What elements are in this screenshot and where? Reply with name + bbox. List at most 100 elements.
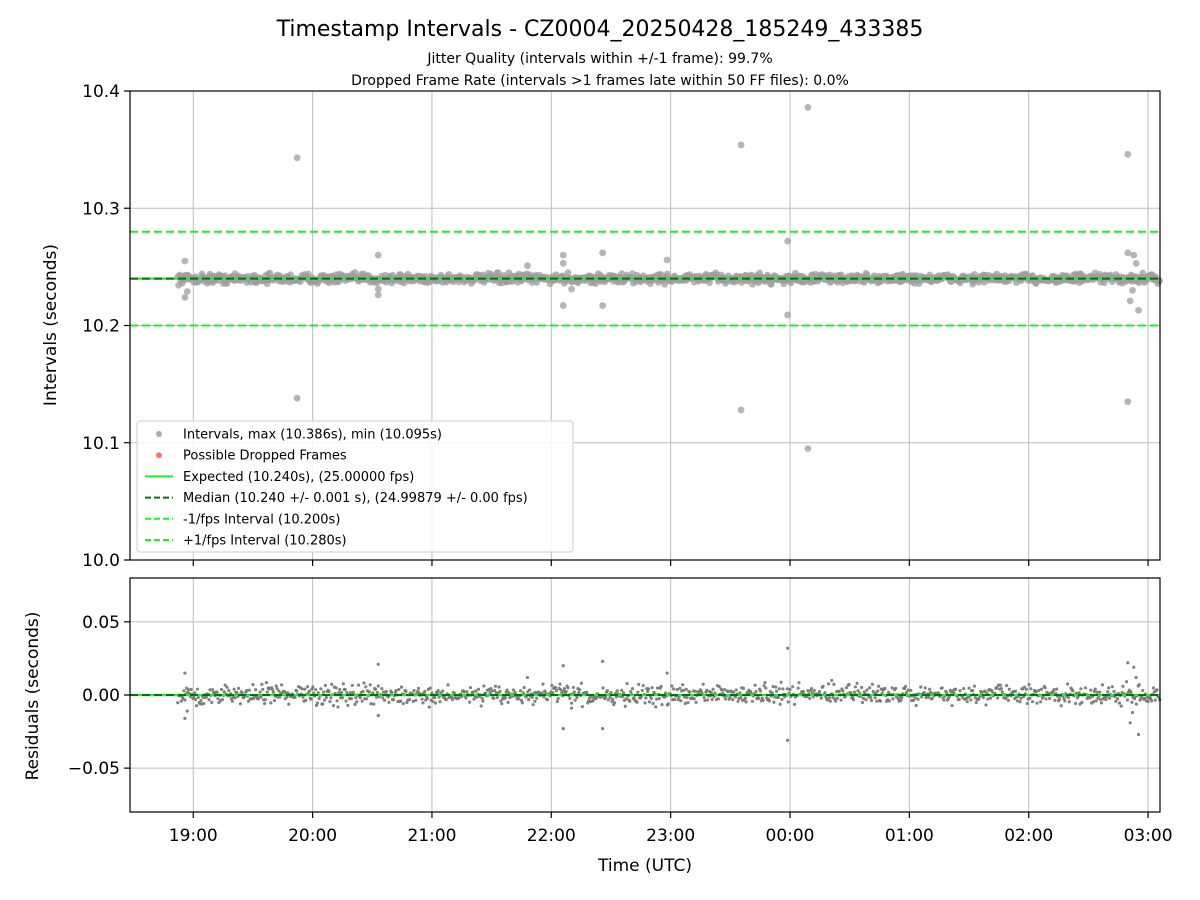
residuals-point-187 — [343, 687, 347, 692]
residuals-point-377 — [513, 690, 517, 694]
residuals-point-827 — [916, 697, 920, 701]
residuals-point-513 — [635, 700, 639, 704]
intervals-ytick-label-2: 10.2 — [82, 317, 120, 337]
residuals-point-1078 — [1141, 688, 1145, 693]
residuals-point-116 — [279, 683, 284, 687]
residuals-point-366 — [503, 696, 507, 700]
residuals-point-632 — [741, 686, 746, 690]
residuals-point-1019 — [1088, 696, 1092, 700]
residuals-point-162 — [321, 702, 325, 706]
residuals-point-147 — [307, 689, 311, 693]
residuals-point-233 — [384, 690, 388, 694]
residuals-point-666 — [772, 700, 776, 704]
residuals-point-393 — [527, 688, 532, 692]
residuals-point-794 — [886, 690, 891, 694]
residuals-point-428 — [559, 688, 563, 692]
intervals-outlier-17 — [737, 406, 745, 414]
residuals-point-777 — [871, 689, 875, 694]
residuals-outlier-14 — [830, 678, 834, 682]
residuals-point-795 — [887, 699, 891, 703]
residuals-point-239 — [390, 690, 394, 695]
residuals-point-674 — [779, 680, 783, 684]
residuals-point-274 — [421, 701, 425, 705]
residuals-point-597 — [710, 697, 714, 702]
residuals-point-649 — [757, 696, 761, 700]
residuals-point-816 — [906, 688, 910, 692]
residuals-point-19 — [193, 691, 197, 695]
residuals-point-49 — [220, 687, 224, 692]
residuals-point-661 — [767, 699, 772, 703]
residuals-point-442 — [571, 685, 575, 690]
residuals-point-785 — [878, 699, 883, 703]
residuals-point-263 — [411, 699, 415, 704]
residuals-point-941 — [1018, 700, 1022, 704]
intervals-outlier-12 — [568, 285, 575, 293]
residuals-point-266 — [414, 698, 418, 702]
residuals-point-979 — [1052, 688, 1056, 692]
residuals-point-180 — [337, 691, 341, 695]
residuals-point-259 — [407, 698, 412, 702]
residuals-point-0 — [176, 701, 180, 705]
residuals-point-1039 — [1106, 690, 1110, 694]
residuals-point-21 — [194, 704, 199, 708]
residuals-point-1052 — [1117, 701, 1122, 705]
residuals-point-218 — [371, 691, 375, 695]
residuals-point-589 — [703, 698, 707, 703]
residuals-point-331 — [472, 697, 476, 701]
residuals-point-545 — [663, 691, 668, 695]
residuals-point-357 — [495, 696, 499, 700]
residuals-y-axis-label: Residuals (seconds) — [23, 612, 43, 781]
residuals-point-502 — [625, 681, 629, 686]
residuals-point-169 — [327, 689, 331, 694]
residuals-point-567 — [683, 701, 687, 706]
residuals-point-548 — [666, 702, 670, 706]
residuals-point-1027 — [1095, 690, 1099, 694]
residuals-outlier-0 — [183, 671, 187, 675]
residuals-point-1056 — [1121, 684, 1125, 688]
residuals-point-177 — [334, 686, 338, 690]
residuals-point-451 — [579, 681, 584, 685]
residuals-outlier-12 — [786, 646, 790, 650]
residuals-point-694 — [797, 681, 801, 685]
residuals-point-739 — [837, 689, 841, 693]
residuals-point-706 — [808, 696, 812, 700]
intervals-y-ticks: 10.0 10.1 10.2 10.3 10.4 — [82, 82, 130, 571]
residuals-point-195 — [350, 683, 354, 688]
residuals-point-919 — [998, 683, 1002, 687]
residuals-point-779 — [873, 696, 877, 700]
residuals-point-448 — [577, 691, 581, 695]
residuals-point-481 — [606, 698, 610, 702]
residuals-point-36 — [208, 688, 212, 692]
intervals-outlier-24 — [1124, 249, 1132, 257]
residuals-point-605 — [717, 685, 721, 689]
residuals-point-587 — [701, 682, 705, 686]
residuals-point-620 — [731, 698, 735, 702]
residuals-point-114 — [278, 695, 282, 699]
residuals-point-111 — [275, 686, 279, 691]
residuals-point-491 — [615, 689, 619, 693]
residuals-point-131 — [293, 695, 297, 700]
residuals-point-160 — [319, 687, 323, 691]
residuals-point-728 — [827, 696, 831, 700]
residuals-point-541 — [660, 702, 664, 707]
residuals-point-222 — [374, 695, 379, 699]
residuals-point-1033 — [1100, 683, 1105, 687]
residuals-point-351 — [490, 689, 494, 693]
residuals-point-361 — [499, 699, 503, 703]
residuals-point-500 — [623, 704, 627, 708]
residuals-xtick-label-6: 01:00 — [885, 826, 934, 846]
residuals-point-886 — [969, 698, 973, 702]
residuals-point-555 — [672, 698, 677, 702]
residuals-point-774 — [868, 695, 873, 700]
intervals-outlier-7 — [374, 285, 382, 293]
residuals-point-501 — [624, 697, 628, 701]
residuals-point-733 — [832, 682, 836, 686]
residuals-point-1003 — [1073, 701, 1078, 706]
intervals-outlier-8 — [524, 262, 531, 270]
residuals-point-888 — [971, 688, 975, 693]
residuals-point-287 — [433, 695, 437, 700]
intervals-outlier-9 — [559, 251, 567, 259]
residuals-outlier-2 — [185, 709, 189, 713]
residuals-point-1010 — [1080, 700, 1084, 705]
residuals-point-151 — [311, 685, 315, 689]
